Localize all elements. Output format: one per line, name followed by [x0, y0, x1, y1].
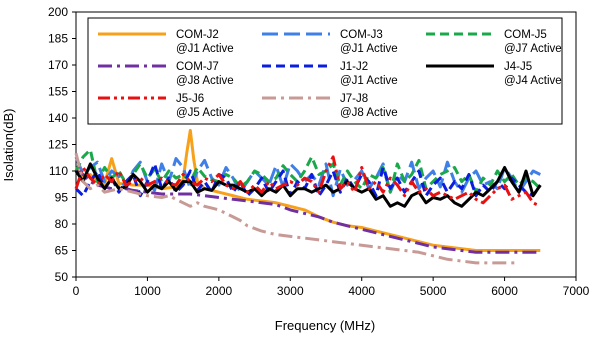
legend-sublabel: @J1 Active: [340, 43, 398, 55]
legend-sublabel: @J8 Active: [176, 75, 234, 87]
series-line-j4-j5: [74, 162, 542, 208]
y-tick-label: 125: [48, 138, 68, 152]
legend-label: J1-J2: [340, 61, 368, 73]
y-tick-label: 50: [55, 270, 69, 284]
series-line-j7-j8: [74, 152, 519, 265]
y-tick-label: 200: [48, 5, 68, 19]
legend-sublabel: @J7 Active: [504, 43, 562, 55]
x-tick-label: 6000: [491, 284, 518, 298]
legend-sublabel: @J4 Active: [504, 75, 562, 87]
x-tick-label: 2000: [206, 284, 233, 298]
series-line-j1-j2: [74, 162, 542, 198]
x-tick-label: 0: [73, 284, 80, 298]
y-tick-label: 95: [55, 191, 69, 205]
y-axis-label: Isolation(dB): [1, 109, 16, 182]
legend-sublabel: @J1 Active: [340, 75, 398, 87]
x-tick-label: 5000: [420, 284, 447, 298]
x-tick-label: 4000: [348, 284, 375, 298]
y-tick-label: 170: [48, 58, 68, 72]
legend-box: [87, 17, 563, 125]
legend-label: COM-J2: [176, 29, 219, 41]
x-tick-label: 3000: [277, 284, 304, 298]
series-line-com-j3: [74, 156, 541, 198]
x-axis-label: Frequency (MHz): [275, 318, 375, 333]
legend-label: J7-J8: [340, 93, 368, 105]
legend-sublabel: @J1 Active: [176, 43, 234, 55]
y-tick-label: 65: [55, 244, 69, 258]
legend-sublabel: @J5 Active: [176, 107, 234, 119]
x-tick-label: 1000: [134, 284, 161, 298]
x-tick-label: 7000: [563, 284, 590, 298]
legend-label: COM-J3: [340, 29, 383, 41]
y-tick-label: 140: [48, 111, 68, 125]
legend-sublabel: @J8 Active: [340, 107, 398, 119]
y-tick-label: 155: [48, 85, 68, 99]
legend-label: J4-J5: [504, 61, 532, 73]
legend-label: COM-J7: [176, 61, 219, 73]
legend-label: J5-J6: [176, 93, 204, 105]
legend-label: COM-J5: [504, 29, 547, 41]
series-line-j5-j6: [74, 155, 541, 208]
y-tick-label: 80: [55, 217, 69, 231]
y-tick-label: 185: [48, 32, 68, 46]
y-tick-label: 110: [49, 164, 68, 178]
